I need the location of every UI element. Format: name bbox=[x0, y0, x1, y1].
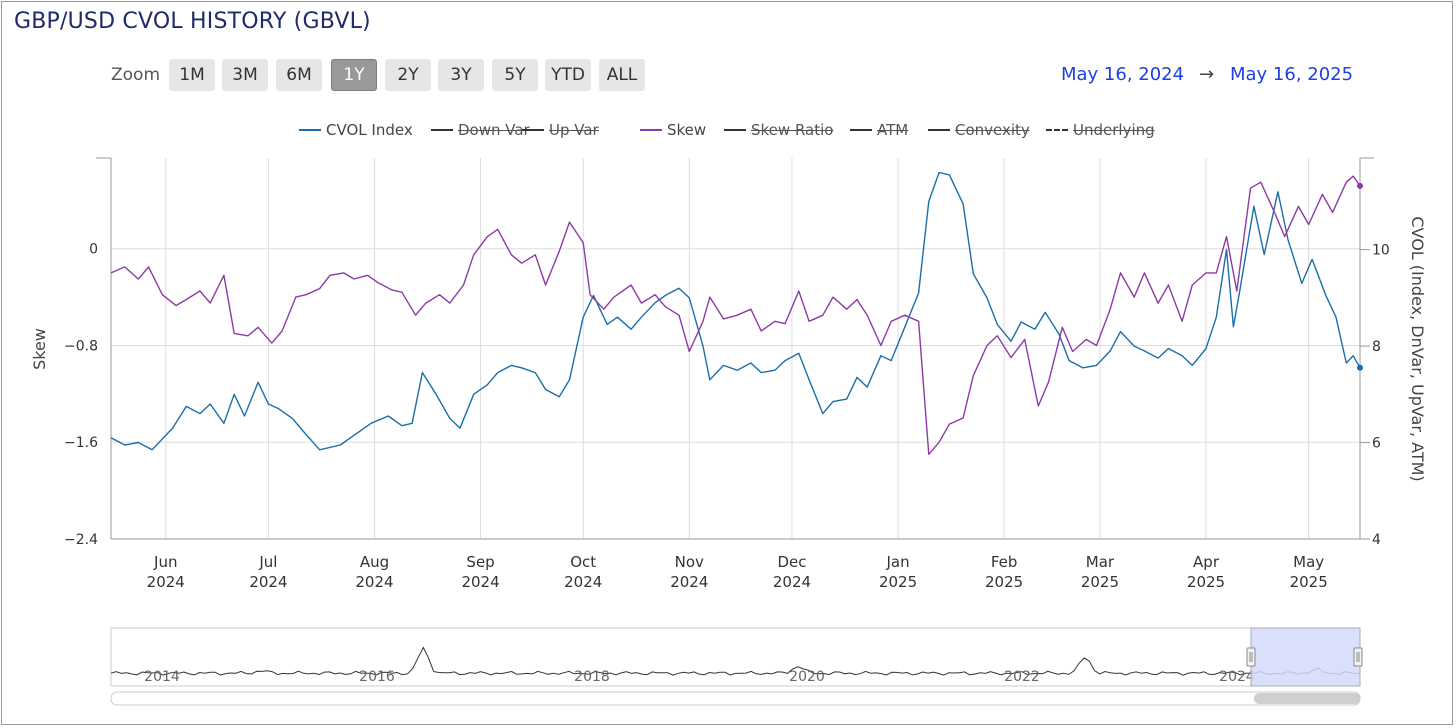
legend-swatch bbox=[1046, 129, 1068, 131]
legend-swatch bbox=[431, 129, 453, 131]
zoom-button-1y[interactable]: 1Y bbox=[331, 59, 377, 91]
zoom-button-1m[interactable]: 1M bbox=[169, 59, 215, 91]
legend-swatch bbox=[928, 129, 950, 131]
legend-swatch bbox=[640, 129, 662, 131]
chart-title: GBP/USD CVOL HISTORY (GBVL) bbox=[14, 9, 371, 34]
legend-swatch bbox=[299, 129, 321, 131]
zoom-button-3y[interactable]: 3Y bbox=[438, 59, 484, 91]
legend-swatch bbox=[850, 129, 872, 131]
zoom-button-3m[interactable]: 3M bbox=[222, 59, 268, 91]
legend-item-up-var[interactable]: Up Var bbox=[522, 120, 599, 140]
zoom-label: Zoom bbox=[111, 65, 161, 85]
zoom-button-2y[interactable]: 2Y bbox=[385, 59, 431, 91]
legend-label: CVOL Index bbox=[326, 121, 413, 139]
legend-item-cvol-index[interactable]: CVOL Index bbox=[299, 120, 413, 140]
legend-label: ATM bbox=[877, 121, 909, 139]
range-end-date[interactable]: May 16, 2025 bbox=[1230, 64, 1354, 85]
legend-label: Underlying bbox=[1073, 121, 1155, 139]
legend-item-skew-ratio[interactable]: Skew Ratio bbox=[724, 120, 833, 140]
zoom-button-6m[interactable]: 6M bbox=[276, 59, 322, 91]
zoom-button-all[interactable]: ALL bbox=[599, 59, 645, 91]
legend-swatch bbox=[522, 129, 544, 131]
legend-item-convexity[interactable]: Convexity bbox=[928, 120, 1030, 140]
legend-item-underlying[interactable]: Underlying bbox=[1046, 120, 1155, 140]
range-start-date[interactable]: May 16, 2024 bbox=[1061, 64, 1185, 85]
legend-label: Skew bbox=[667, 121, 707, 139]
legend-item-atm[interactable]: ATM bbox=[850, 120, 908, 140]
zoom-button-5y[interactable]: 5Y bbox=[492, 59, 538, 91]
zoom-button-ytd[interactable]: YTD bbox=[545, 59, 591, 91]
legend-label: Skew Ratio bbox=[751, 121, 834, 139]
range-arrow: → bbox=[1199, 64, 1215, 85]
legend-item-skew[interactable]: Skew bbox=[640, 120, 706, 140]
legend-swatch bbox=[724, 129, 746, 131]
legend-label: Up Var bbox=[549, 121, 599, 139]
legend-label: Convexity bbox=[955, 121, 1030, 139]
legend-label: Down Var bbox=[458, 121, 530, 139]
legend-item-down-var[interactable]: Down Var bbox=[431, 120, 530, 140]
